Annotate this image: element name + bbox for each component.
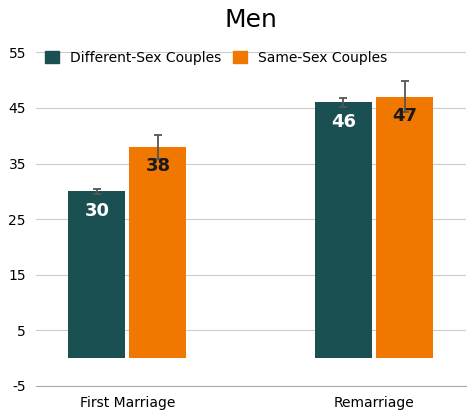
Text: 46: 46 [331, 113, 356, 131]
Legend: Different-Sex Couples, Same-Sex Couples: Different-Sex Couples, Same-Sex Couples [43, 48, 390, 68]
Title: Men: Men [224, 8, 277, 32]
Bar [376, 97, 433, 358]
Text: 47: 47 [392, 107, 417, 125]
Bar [68, 191, 125, 358]
Text: 38: 38 [146, 157, 171, 175]
Text: 30: 30 [84, 202, 109, 220]
Bar [315, 102, 372, 358]
Bar [129, 147, 186, 358]
